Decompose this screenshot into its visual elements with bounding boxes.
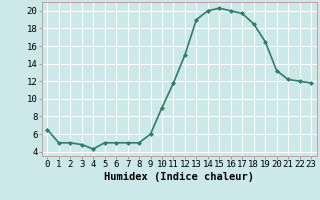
- X-axis label: Humidex (Indice chaleur): Humidex (Indice chaleur): [104, 172, 254, 182]
